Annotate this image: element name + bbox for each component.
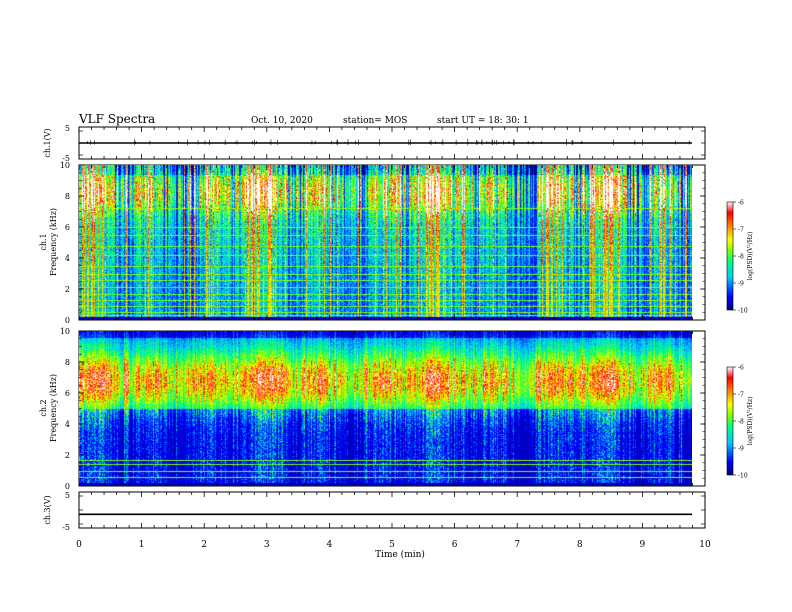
ch1-spectrogram-image <box>79 165 692 320</box>
time-tick-label: 2 <box>201 540 207 550</box>
time-axis-tick-labels: 0 1 2 3 4 5 6 7 8 9 10 <box>76 540 711 550</box>
frequency-tick-label: 10 <box>60 161 70 170</box>
frequency-tick-label: 8 <box>65 192 70 201</box>
frequency-tick-label: 4 <box>65 254 70 263</box>
ch1-colorbar-gradient <box>726 201 734 311</box>
ch3-ytick-top: 5 <box>65 491 70 500</box>
ch1-ytick-top: 5 <box>65 124 70 133</box>
ch2-spectrogram-image <box>79 331 692 486</box>
ch1-waveform-ylabel: ch.1(V) <box>43 128 52 157</box>
ch1-waveform-spikes <box>87 139 690 146</box>
frequency-tick-label: 2 <box>65 285 70 294</box>
ch1-ytick-bottom: -5 <box>62 154 70 163</box>
frequency-tick-label: 6 <box>65 223 70 232</box>
ch1-spectrogram-ylabel-frequency: Frequency (kHz) <box>49 208 58 276</box>
ch1-colorbar: -6 -7 -8 -9 -10 log(PSD)(V²/Hz) <box>726 200 754 315</box>
time-tick-label: 7 <box>514 540 520 550</box>
frequency-tick-label: 0 <box>65 316 70 325</box>
figure-title: VLF Spectra <box>78 112 155 126</box>
time-tick-label: 4 <box>327 540 333 550</box>
ch2-colorbar-tick-labels: -6 -7 -8 -9 -10 <box>733 365 748 480</box>
time-tick-label: 8 <box>577 540 583 550</box>
colorbar-tick-label: -9 <box>738 281 744 288</box>
ch2-spectrogram-panel: 0 2 4 6 8 10 ch.2 Frequency (kHz) <box>39 327 706 491</box>
ch3-waveform-panel: 5 -5 ch.3(V) <box>43 491 706 532</box>
time-tick-label: 6 <box>452 540 458 550</box>
colorbar-tick-label: -10 <box>738 473 748 480</box>
colorbar-tick-label: -8 <box>738 254 744 261</box>
frequency-tick-label: 6 <box>65 389 70 398</box>
time-tick-label: 1 <box>139 540 145 550</box>
colorbar-tick-label: -8 <box>738 419 744 426</box>
ch1-colorbar-label: log(PSD)(V²/Hz) <box>747 232 754 281</box>
ch2-spectrogram-ylabel-channel: ch.2 <box>39 399 48 416</box>
spectrogram-raster <box>79 331 692 486</box>
colorbar-tick-label: -6 <box>738 365 744 372</box>
time-axis-label: Time (min) <box>375 549 425 560</box>
ch1-spectrogram-panel: 0 2 4 6 8 10 ch.1 Frequency (kHz) <box>39 161 706 325</box>
time-tick-label: 0 <box>76 540 82 550</box>
ch2-colorbar: -6 -7 -8 -9 -10 log(PSD)(V²/Hz) <box>726 365 754 480</box>
ch1-colorbar-tick-labels: -6 -7 -8 -9 -10 <box>733 200 748 315</box>
ch2-spectrogram-ytick-labels: 0 2 4 6 8 10 <box>60 327 70 491</box>
frequency-tick-label: 4 <box>65 420 70 429</box>
ch1-spectrogram-ylabel-channel: ch.1 <box>39 233 48 250</box>
ch3-waveform-ylabel: ch.3(V) <box>43 495 52 524</box>
time-tick-label: 10 <box>699 540 711 550</box>
colorbar-tick-label: -9 <box>738 446 744 453</box>
ch2-colorbar-label: log(PSD)(V²/Hz) <box>747 397 754 446</box>
ch3-waveform-frame <box>78 491 706 529</box>
ch1-waveform-ticks <box>78 127 706 159</box>
date-label: Oct. 10, 2020 <box>251 116 313 126</box>
ch1-spectrogram-ticks <box>78 164 706 321</box>
ch3-ytick-bottom: -5 <box>62 523 70 532</box>
spectrogram-raster <box>79 165 692 320</box>
time-tick-label: 3 <box>264 540 270 550</box>
station-label: station= MOS <box>343 116 407 126</box>
frequency-tick-label: 8 <box>65 358 70 367</box>
ch1-waveform-panel: 5 -5 ch.1(V) <box>43 124 706 163</box>
start-time-label: start UT = 18: 30: 1 <box>437 116 529 126</box>
ch2-spectrogram-ylabel-frequency: Frequency (kHz) <box>49 374 58 442</box>
frequency-tick-label: 0 <box>65 482 70 491</box>
ch3-waveform-ticks <box>78 492 706 528</box>
frequency-tick-label: 2 <box>65 451 70 460</box>
ch2-colorbar-gradient <box>726 366 734 476</box>
ch2-spectrogram-ticks <box>78 330 706 487</box>
time-tick-label: 5 <box>389 540 395 550</box>
colorbar-tick-label: -10 <box>738 308 748 315</box>
ch1-spectrogram-ytick-labels: 0 2 4 6 8 10 <box>60 161 70 325</box>
colorbar-tick-label: -7 <box>738 392 744 399</box>
frequency-tick-label: 10 <box>60 327 70 336</box>
time-tick-label: 9 <box>640 540 646 550</box>
colorbar-tick-label: -6 <box>738 200 744 207</box>
colorbar-tick-label: -7 <box>738 227 744 234</box>
